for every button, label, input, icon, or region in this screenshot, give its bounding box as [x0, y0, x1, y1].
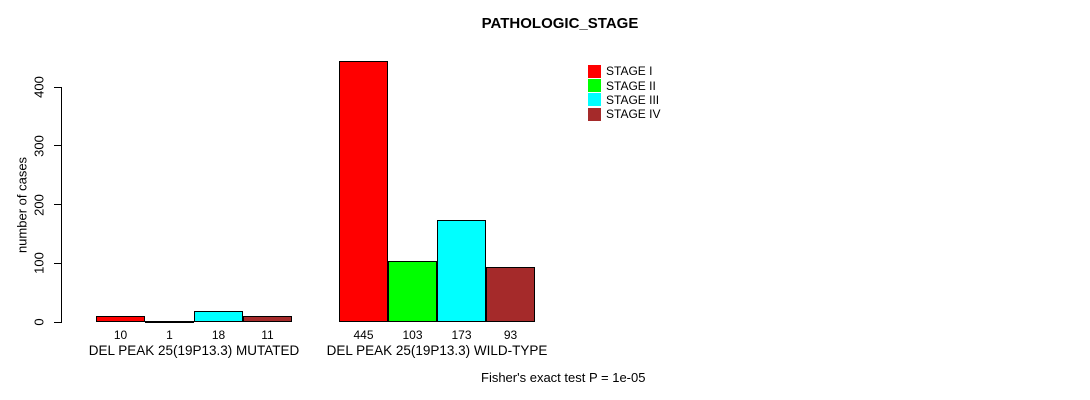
y-axis-tick-label: 100	[31, 252, 47, 275]
group-label-del-peak-25-19p13-3-wild-type: DEL PEAK 25(19P13.3) WILD-TYPE	[326, 343, 548, 358]
stat-test-annotation: Fisher's exact test P = 1e-05	[481, 370, 646, 385]
legend-item-stage-iii: STAGE III	[588, 93, 660, 107]
legend-label: STAGE I	[606, 64, 653, 79]
y-axis-tick	[54, 262, 61, 264]
bar-value-label: 11	[261, 328, 274, 342]
bar-stage-ii-del-peak-25-19p13-3-mutated	[145, 320, 194, 323]
bar-value-label: 10	[113, 328, 128, 342]
y-axis-tick	[54, 321, 61, 323]
group-label-del-peak-25-19p13-3-mutated: DEL PEAK 25(19P13.3) MUTATED	[88, 343, 300, 358]
y-axis-tick-label: 0	[31, 318, 47, 326]
y-axis-tick-label: 400	[31, 76, 47, 98]
y-axis-tick	[54, 86, 61, 88]
legend-swatch-stage-iii	[588, 93, 601, 107]
bar-value-label: 173	[451, 328, 472, 342]
y-axis-line	[61, 87, 62, 323]
legend-item-stage-iv: STAGE IV	[588, 107, 660, 121]
chart-title: PATHOLOGIC_STAGE	[481, 15, 639, 32]
bar-stage-i-del-peak-25-19p13-3-mutated	[96, 316, 145, 322]
y-axis-tick-label: 300	[31, 134, 47, 157]
y-axis-tick	[54, 145, 61, 147]
legend-label: STAGE IV	[606, 107, 661, 122]
bar-value-label: 93	[503, 328, 518, 342]
legend-swatch-stage-ii	[588, 79, 601, 93]
bar-stage-iv-del-peak-25-19p13-3-mutated	[243, 315, 292, 322]
bar-value-label: 18	[211, 328, 226, 342]
bar-stage-i-del-peak-25-19p13-3-wild-type	[339, 60, 388, 322]
bar-value-label: 1	[166, 328, 173, 342]
y-axis-tick-label: 200	[31, 193, 47, 216]
bar-value-label: 103	[402, 328, 423, 342]
legend-label: STAGE II	[606, 78, 656, 93]
y-axis-tick	[54, 204, 61, 205]
legend-item-stage-i: STAGE I	[588, 64, 660, 78]
bar-stage-ii-del-peak-25-19p13-3-wild-type	[388, 261, 437, 322]
bar-stage-iii-del-peak-25-19p13-3-wild-type	[437, 220, 486, 322]
bar-stage-iii-del-peak-25-19p13-3-mutated	[194, 311, 243, 322]
legend: STAGE I STAGE II STAGE III STAGE IV	[588, 64, 660, 122]
legend-item-stage-ii: STAGE II	[588, 78, 660, 93]
legend-swatch-stage-i	[588, 64, 601, 78]
legend-label: STAGE III	[606, 92, 660, 107]
bar-value-label: 445	[353, 328, 374, 342]
bar-stage-iv-del-peak-25-19p13-3-wild-type	[486, 267, 535, 322]
legend-swatch-stage-iv	[588, 107, 601, 121]
